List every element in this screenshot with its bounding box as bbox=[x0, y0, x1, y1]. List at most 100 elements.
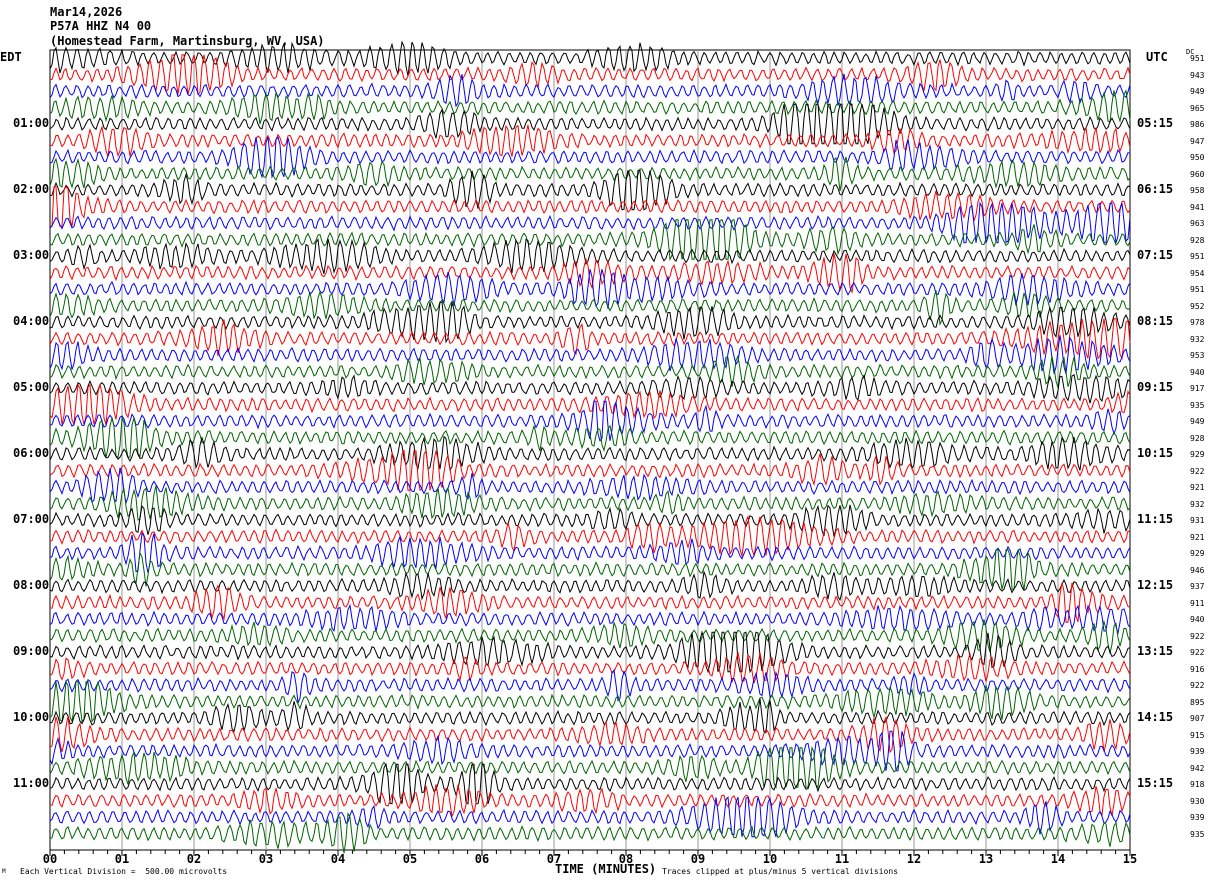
x-tick-label: 05 bbox=[402, 852, 418, 866]
x-tick-label: 07 bbox=[546, 852, 562, 866]
right-time-label: 08:15 bbox=[1137, 314, 1174, 328]
trace-2 bbox=[49, 73, 1131, 108]
dc-value: 940 bbox=[1190, 615, 1205, 624]
dc-value: 941 bbox=[1190, 202, 1205, 212]
right-time-label: 13:15 bbox=[1137, 644, 1174, 658]
left-timezone: EDT bbox=[0, 50, 22, 64]
right-time-label: 12:15 bbox=[1137, 578, 1174, 592]
trace-40 bbox=[49, 698, 1131, 734]
dc-value: 921 bbox=[1190, 483, 1205, 492]
trace-44 bbox=[49, 762, 1131, 805]
left-time-label: 02:00 bbox=[13, 182, 50, 196]
trace-14 bbox=[49, 269, 1131, 309]
trace-41 bbox=[49, 715, 1131, 754]
trace-46 bbox=[49, 795, 1131, 838]
dc-value: 931 bbox=[1190, 516, 1205, 525]
dc-value: 958 bbox=[1190, 186, 1205, 195]
trace-19 bbox=[49, 354, 1131, 388]
dc-value: 949 bbox=[1190, 87, 1205, 96]
dc-value: 932 bbox=[1190, 499, 1205, 509]
trace-3 bbox=[49, 89, 1131, 125]
x-tick-label: 04 bbox=[330, 852, 346, 866]
dc-value: 943 bbox=[1190, 70, 1205, 80]
dc-value: 928 bbox=[1190, 235, 1205, 245]
dc-value: 951 bbox=[1190, 285, 1205, 294]
scale-note: Each Vertical Division = 500.00 microvol… bbox=[20, 867, 228, 876]
trace-43 bbox=[49, 745, 1131, 790]
dc-value: 895 bbox=[1190, 697, 1205, 707]
dc-value: 978 bbox=[1190, 318, 1205, 327]
x-tick-label: 08 bbox=[618, 852, 634, 866]
location-label: (Homestead Farm, Martinsburg, WV, USA) bbox=[50, 34, 325, 48]
dc-value: 930 bbox=[1190, 796, 1205, 806]
right-time-label: 15:15 bbox=[1137, 776, 1174, 790]
dc-value: 950 bbox=[1190, 153, 1205, 162]
x-tick-label: 06 bbox=[474, 852, 490, 866]
trace-8 bbox=[49, 169, 1131, 211]
trace-4 bbox=[49, 103, 1131, 145]
trace-37 bbox=[49, 652, 1131, 684]
dc-header: DC bbox=[1186, 48, 1195, 56]
left-time-label: 09:00 bbox=[13, 644, 50, 658]
x-axis-label: TIME (MINUTES) bbox=[555, 862, 657, 876]
dc-value: 911 bbox=[1190, 598, 1205, 608]
left-time-label: 01:00 bbox=[13, 116, 50, 130]
dc-value: 929 bbox=[1190, 450, 1205, 459]
dc-value: 935 bbox=[1190, 400, 1205, 410]
trace-5 bbox=[49, 124, 1131, 158]
trace-16 bbox=[49, 301, 1131, 344]
right-time-label: 11:15 bbox=[1137, 512, 1174, 526]
footer-mark: M bbox=[2, 868, 6, 875]
dc-value: 921 bbox=[1190, 532, 1205, 542]
clip-note: Traces clipped at plus/minus 5 vertical … bbox=[662, 867, 899, 876]
trace-0 bbox=[49, 40, 1131, 77]
trace-33 bbox=[49, 582, 1131, 623]
right-timezone: UTC bbox=[1146, 50, 1168, 64]
x-tick-label: 11 bbox=[834, 852, 850, 866]
x-tick-label: 12 bbox=[906, 852, 922, 866]
trace-7 bbox=[49, 156, 1131, 192]
dc-value: 939 bbox=[1190, 747, 1205, 756]
x-tick-label: 10 bbox=[762, 852, 778, 866]
dc-value: 951 bbox=[1190, 252, 1205, 261]
trace-22 bbox=[49, 400, 1131, 442]
trace-24 bbox=[49, 435, 1131, 472]
dc-value: 918 bbox=[1190, 780, 1205, 789]
dc-value: 947 bbox=[1190, 136, 1205, 146]
plot-frame bbox=[49, 49, 1131, 851]
dc-value: 928 bbox=[1190, 433, 1205, 443]
station-label: P57A HHZ N4 00 bbox=[50, 19, 152, 33]
dc-value: 952 bbox=[1190, 301, 1205, 311]
trace-1 bbox=[49, 54, 1131, 96]
dc-value: 922 bbox=[1190, 648, 1205, 657]
dc-value: 937 bbox=[1190, 582, 1205, 591]
dc-value: 954 bbox=[1190, 268, 1205, 278]
x-tick-label: 03 bbox=[258, 852, 274, 866]
dc-value: 922 bbox=[1190, 631, 1205, 641]
trace-15 bbox=[49, 290, 1131, 326]
left-time-label: 08:00 bbox=[13, 578, 50, 592]
dc-value: 916 bbox=[1190, 664, 1205, 674]
trace-35 bbox=[49, 619, 1131, 654]
right-time-label: 05:15 bbox=[1137, 116, 1174, 130]
dc-value: 965 bbox=[1190, 103, 1205, 113]
trace-13 bbox=[49, 253, 1131, 295]
trace-27 bbox=[49, 485, 1131, 521]
trace-29 bbox=[49, 514, 1131, 558]
dc-value: 932 bbox=[1190, 334, 1205, 344]
trace-34 bbox=[49, 603, 1131, 635]
trace-11 bbox=[49, 219, 1131, 262]
trace-23 bbox=[49, 417, 1131, 459]
dc-value: 960 bbox=[1190, 169, 1205, 179]
trace-26 bbox=[49, 467, 1131, 505]
trace-12 bbox=[49, 238, 1131, 274]
dc-value: 946 bbox=[1190, 565, 1205, 575]
x-tick-label: 09 bbox=[690, 852, 706, 866]
dc-value: 922 bbox=[1190, 681, 1205, 690]
right-time-label: 07:15 bbox=[1137, 248, 1174, 262]
dc-value: 915 bbox=[1190, 730, 1205, 740]
dc-value: 917 bbox=[1190, 384, 1205, 393]
left-time-label: 06:00 bbox=[13, 446, 50, 460]
left-time-label: 07:00 bbox=[13, 512, 50, 526]
